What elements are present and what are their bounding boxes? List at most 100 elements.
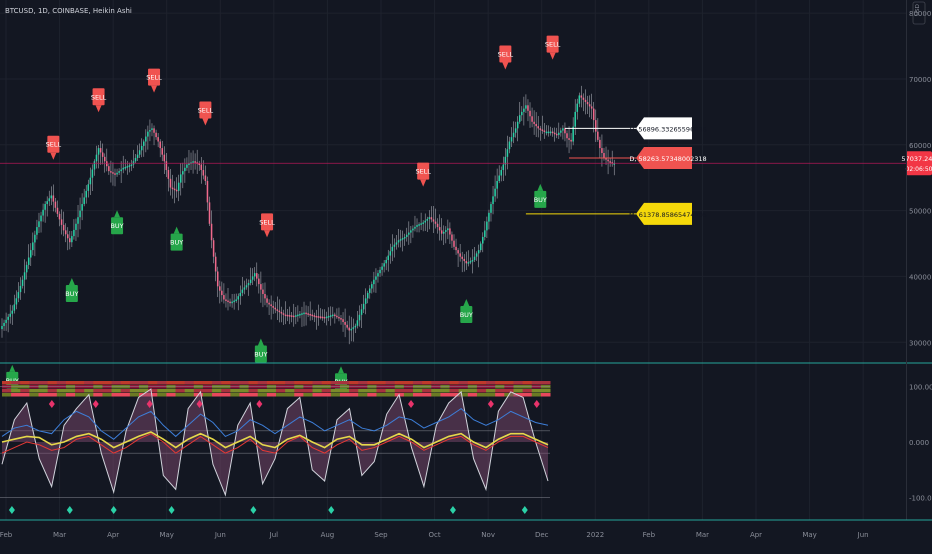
candle-body xyxy=(512,132,515,138)
buy-marker-label: BUY xyxy=(6,377,19,385)
candle-body xyxy=(225,299,227,301)
level-label: M, 61378.85865474105 xyxy=(629,211,707,219)
candle-body xyxy=(453,240,455,247)
osc-band-cell xyxy=(440,389,451,393)
candle-body xyxy=(537,126,540,129)
sell-marker-arrow xyxy=(502,62,509,70)
osc-band-cell xyxy=(230,385,240,389)
osc-band-cell xyxy=(193,389,204,393)
osc-band-cell xyxy=(531,393,542,397)
osc-buy-diamond xyxy=(66,506,73,514)
osc-band-cell xyxy=(330,381,341,385)
osc-band-cell xyxy=(394,389,405,393)
buy-marker[interactable] xyxy=(254,345,267,363)
osc-band-cell xyxy=(47,381,58,385)
sell-marker[interactable] xyxy=(499,45,512,63)
candle-body xyxy=(36,227,38,235)
candle-body xyxy=(270,304,272,307)
candle-body xyxy=(572,126,574,142)
candle-body xyxy=(500,170,503,176)
osc-band-cell xyxy=(157,393,167,397)
candle-body xyxy=(288,315,291,317)
sell-marker[interactable] xyxy=(47,135,60,153)
candle-body xyxy=(366,292,369,299)
candle-body xyxy=(574,111,576,127)
candle-body xyxy=(46,201,48,205)
buy-marker[interactable] xyxy=(111,217,124,235)
osc-band-cell xyxy=(413,381,423,385)
candle-body xyxy=(58,213,61,220)
candle-body xyxy=(455,246,457,251)
buy-marker[interactable] xyxy=(460,306,473,324)
osc-band-cell xyxy=(11,381,21,385)
osc-band-cell xyxy=(120,381,131,385)
settings-icon[interactable] xyxy=(912,1,926,25)
buy-marker-arrow xyxy=(68,277,75,285)
buy-marker[interactable] xyxy=(6,371,19,389)
candle-body xyxy=(432,219,435,222)
osc-band-cell xyxy=(285,393,295,397)
candle-body xyxy=(543,130,546,133)
osc-band-cell xyxy=(120,385,131,389)
candle-body xyxy=(85,190,88,198)
osc-band-cell xyxy=(504,385,514,389)
candle-body xyxy=(362,303,365,310)
buy-marker[interactable] xyxy=(65,284,78,302)
candle-body xyxy=(21,279,24,286)
sell-marker[interactable] xyxy=(92,88,105,106)
candle-body xyxy=(64,230,67,235)
candle-body xyxy=(471,259,474,262)
candle-body xyxy=(114,173,116,175)
candle-body xyxy=(387,255,390,260)
osc-band-cell xyxy=(157,385,167,389)
buy-marker[interactable] xyxy=(170,233,183,251)
osc-band-cell xyxy=(476,389,487,393)
candle-body xyxy=(77,217,79,224)
candle-body xyxy=(40,215,42,222)
osc-band-cell xyxy=(303,393,314,397)
osc-band-cell xyxy=(93,393,103,397)
candle-body xyxy=(153,128,155,133)
candle-body xyxy=(465,261,468,264)
sell-marker-arrow xyxy=(420,179,427,187)
buy-marker-label: BUY xyxy=(254,351,267,359)
osc-band-cell xyxy=(75,381,85,385)
osc-band-cell xyxy=(422,393,432,397)
osc-band-cell xyxy=(540,393,551,397)
osc-band-cell xyxy=(139,381,149,385)
sell-marker-label: SELL xyxy=(545,41,561,49)
osc-band-cell xyxy=(239,381,250,385)
sell-marker[interactable] xyxy=(417,162,430,180)
candle-body xyxy=(182,171,184,175)
sell-marker[interactable] xyxy=(261,213,274,231)
osc-band-cell xyxy=(413,385,423,389)
sell-marker[interactable] xyxy=(199,101,212,119)
osc-buy-diamond xyxy=(521,506,528,514)
candle-body xyxy=(321,316,324,319)
candle-body xyxy=(385,259,387,264)
candle-body xyxy=(3,322,5,327)
candle-body xyxy=(418,224,420,226)
osc-band-cell xyxy=(93,385,103,389)
candle-body xyxy=(165,161,168,171)
candle-body xyxy=(108,166,110,172)
level-box xyxy=(636,117,692,140)
osc-band-cell xyxy=(129,389,140,393)
osc-band-cell xyxy=(193,385,204,389)
x-tick-label: Jun xyxy=(857,531,869,539)
candle-body xyxy=(15,298,18,305)
candle-body xyxy=(603,153,605,158)
osc-band-cell xyxy=(303,381,314,385)
buy-marker[interactable] xyxy=(534,190,547,208)
sell-marker[interactable] xyxy=(148,68,161,86)
candle-body xyxy=(118,171,120,173)
osc-band-cell xyxy=(20,385,30,389)
candle-body xyxy=(229,301,231,304)
candle-body xyxy=(97,148,100,155)
candle-body xyxy=(290,315,293,317)
sell-marker[interactable] xyxy=(546,35,559,53)
candle-body xyxy=(292,315,295,318)
candle-body xyxy=(502,164,505,171)
candle-body xyxy=(87,184,90,191)
osc-band-cell xyxy=(385,393,396,397)
